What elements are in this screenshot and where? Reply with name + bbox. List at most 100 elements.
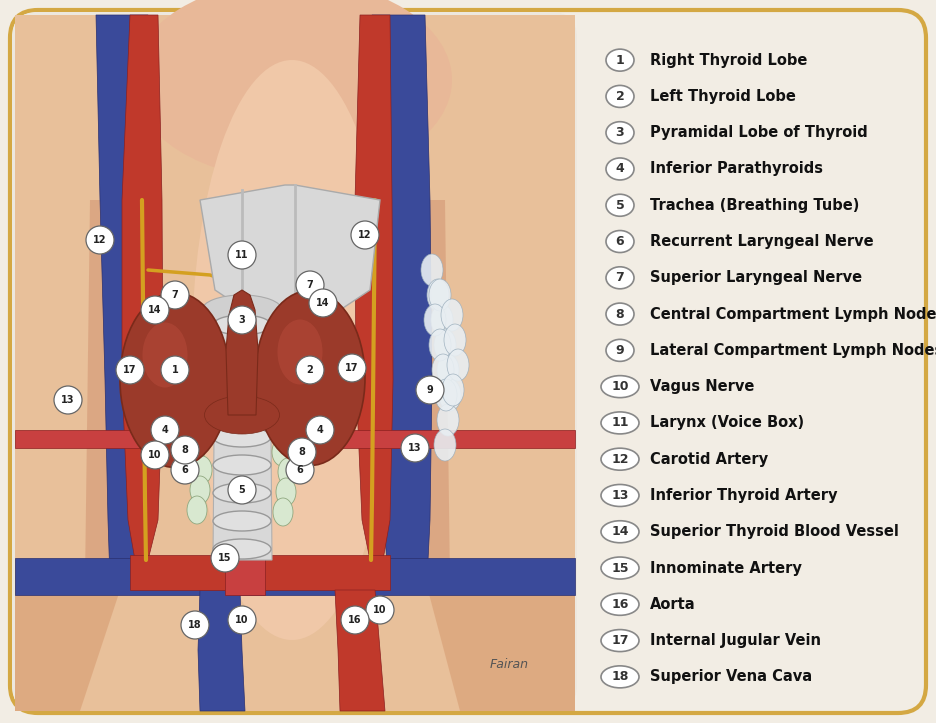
FancyBboxPatch shape <box>12 12 577 711</box>
Circle shape <box>309 289 337 317</box>
Ellipse shape <box>190 476 210 504</box>
Ellipse shape <box>437 354 459 386</box>
Text: Recurrent Laryngeal Nerve: Recurrent Laryngeal Nerve <box>650 234 873 249</box>
Polygon shape <box>96 15 155 580</box>
Text: Lateral Compartment Lymph Nodes: Lateral Compartment Lymph Nodes <box>650 343 936 358</box>
Text: 10: 10 <box>148 450 162 460</box>
Ellipse shape <box>213 539 271 559</box>
Text: 16: 16 <box>348 615 361 625</box>
Text: 7: 7 <box>171 290 179 300</box>
Ellipse shape <box>431 304 453 336</box>
Text: 11: 11 <box>235 250 249 260</box>
Circle shape <box>228 476 256 504</box>
Ellipse shape <box>434 329 456 361</box>
Polygon shape <box>200 185 380 315</box>
Ellipse shape <box>427 279 449 311</box>
Polygon shape <box>85 200 145 580</box>
Text: 7: 7 <box>616 271 624 284</box>
Text: 12: 12 <box>611 453 629 466</box>
Ellipse shape <box>606 85 634 108</box>
Ellipse shape <box>606 194 634 216</box>
Ellipse shape <box>439 379 461 411</box>
Ellipse shape <box>601 594 639 615</box>
Polygon shape <box>15 560 130 711</box>
Ellipse shape <box>606 339 634 362</box>
Text: 7: 7 <box>307 280 314 290</box>
Circle shape <box>161 281 189 309</box>
Text: 17: 17 <box>124 365 137 375</box>
Ellipse shape <box>213 399 271 419</box>
Text: 13: 13 <box>61 395 75 405</box>
Ellipse shape <box>255 291 365 466</box>
Text: Innominate Artery: Innominate Artery <box>650 560 802 576</box>
Circle shape <box>171 456 199 484</box>
Ellipse shape <box>437 404 459 436</box>
Circle shape <box>351 221 379 249</box>
Circle shape <box>86 226 114 254</box>
Ellipse shape <box>273 498 293 526</box>
Ellipse shape <box>213 483 271 503</box>
Text: Superior Vena Cava: Superior Vena Cava <box>650 669 812 685</box>
Text: 11: 11 <box>611 416 629 429</box>
Ellipse shape <box>432 354 454 386</box>
Circle shape <box>228 306 256 334</box>
Circle shape <box>211 544 239 572</box>
Ellipse shape <box>601 448 639 470</box>
Text: 5: 5 <box>616 199 624 212</box>
Polygon shape <box>355 15 393 560</box>
Text: 15: 15 <box>218 553 232 563</box>
Ellipse shape <box>276 478 296 506</box>
Ellipse shape <box>421 254 443 286</box>
Ellipse shape <box>272 438 292 466</box>
Circle shape <box>306 416 334 444</box>
Ellipse shape <box>444 324 466 356</box>
Text: 8: 8 <box>616 307 624 320</box>
Text: 6: 6 <box>297 465 303 475</box>
Text: 3: 3 <box>239 315 245 325</box>
Polygon shape <box>225 555 265 595</box>
Text: 10: 10 <box>235 615 249 625</box>
Polygon shape <box>390 200 450 580</box>
Text: Central Compartment Lymph Nodes: Central Compartment Lymph Nodes <box>650 307 936 322</box>
Text: 9: 9 <box>427 385 433 395</box>
Text: Larynx (Voice Box): Larynx (Voice Box) <box>650 416 804 430</box>
Text: 4: 4 <box>162 425 168 435</box>
Text: Fairan: Fairan <box>490 659 529 672</box>
Polygon shape <box>15 15 575 711</box>
Circle shape <box>286 456 314 484</box>
Circle shape <box>181 611 209 639</box>
Ellipse shape <box>447 349 469 381</box>
Circle shape <box>228 606 256 634</box>
Ellipse shape <box>277 320 323 385</box>
Ellipse shape <box>213 455 271 475</box>
Text: 18: 18 <box>611 670 629 683</box>
Circle shape <box>161 356 189 384</box>
Ellipse shape <box>606 121 634 144</box>
Polygon shape <box>372 15 432 580</box>
Ellipse shape <box>142 322 187 388</box>
Ellipse shape <box>202 295 282 325</box>
Text: 14: 14 <box>611 525 629 538</box>
FancyBboxPatch shape <box>10 10 926 713</box>
Ellipse shape <box>434 429 456 461</box>
Ellipse shape <box>601 484 639 507</box>
Ellipse shape <box>213 315 271 335</box>
Text: 2: 2 <box>307 365 314 375</box>
Polygon shape <box>420 560 575 711</box>
Ellipse shape <box>132 0 452 180</box>
Text: Inferior Parathyroids: Inferior Parathyroids <box>650 161 823 176</box>
Text: 10: 10 <box>611 380 629 393</box>
Circle shape <box>341 606 369 634</box>
Ellipse shape <box>213 427 271 447</box>
Text: 8: 8 <box>299 447 305 457</box>
Ellipse shape <box>120 293 230 468</box>
Polygon shape <box>213 315 272 560</box>
Text: 12: 12 <box>358 230 372 240</box>
Circle shape <box>338 354 366 382</box>
Text: 15: 15 <box>611 562 629 575</box>
Circle shape <box>228 241 256 269</box>
Ellipse shape <box>213 343 271 363</box>
Circle shape <box>416 376 444 404</box>
Text: Internal Jugular Vein: Internal Jugular Vein <box>650 633 821 648</box>
Polygon shape <box>226 290 258 415</box>
